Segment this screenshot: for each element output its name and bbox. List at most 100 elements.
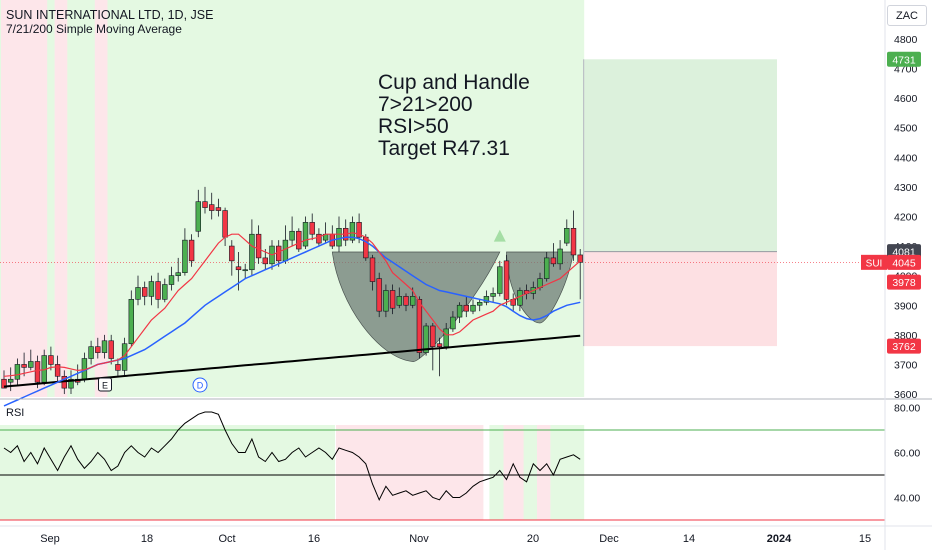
symbol-tag-label: SUI — [866, 258, 883, 269]
earnings-marker[interactable]: E — [98, 377, 112, 392]
annotation-line: Cup and Handle — [378, 71, 530, 94]
time-tick-label: 16 — [308, 533, 320, 545]
candle — [108, 340, 114, 359]
candle — [54, 364, 61, 377]
candle — [483, 296, 490, 303]
candle — [115, 364, 121, 371]
rsi-green-zone — [0, 425, 335, 520]
price-label-text: 3978 — [892, 277, 916, 289]
candle — [463, 304, 469, 312]
annotation-line: 7>21>200 — [378, 93, 473, 116]
time-tick-label: 15 — [859, 533, 871, 545]
candle — [34, 361, 41, 383]
candle — [356, 222, 362, 238]
candle — [436, 343, 443, 347]
currency-button[interactable]: ZAC — [887, 5, 927, 26]
candle — [128, 299, 134, 345]
target-zone — [584, 59, 777, 252]
position-edge — [583, 59, 585, 347]
candle — [376, 278, 382, 312]
candle — [195, 201, 201, 232]
price-label — [887, 51, 921, 67]
candle — [577, 254, 583, 263]
candle — [302, 222, 309, 247]
dividend-marker-circle — [192, 377, 208, 393]
candle — [14, 364, 21, 380]
candle — [182, 239, 188, 273]
rsi-pink-zone — [336, 425, 484, 520]
candle — [564, 227, 570, 244]
candle — [255, 233, 262, 259]
candle — [490, 293, 496, 297]
sma7-line — [3, 232, 581, 377]
stop-zone — [584, 251, 777, 347]
candle — [8, 378, 14, 383]
candle — [503, 260, 510, 300]
pink-zone — [54, 0, 68, 397]
candle — [95, 346, 101, 353]
price-tick-label: 4500 — [894, 123, 918, 135]
annotation-line: Target R47.31 — [378, 137, 510, 160]
rsi-tick-label: 60.00 — [894, 448, 920, 460]
candle — [21, 364, 27, 368]
candle — [409, 296, 416, 306]
candle — [249, 233, 255, 271]
pink-zone — [94, 0, 108, 397]
price-label — [887, 254, 921, 270]
candle — [550, 257, 557, 265]
rsi-tick-label: 40.00 — [894, 493, 920, 505]
pink-zone — [1, 0, 48, 397]
candle — [389, 290, 396, 309]
candle — [88, 346, 94, 359]
candle — [222, 210, 228, 238]
price-label-text: 3762 — [892, 341, 916, 353]
rsi-tick-label: 80.00 — [894, 403, 920, 415]
earnings-marker-label: E — [102, 381, 108, 391]
candle — [28, 361, 34, 368]
candle — [349, 222, 356, 241]
time-tick-label: Oct — [218, 533, 235, 545]
candle — [517, 290, 523, 306]
price-tick-label: 4300 — [894, 182, 918, 194]
candle — [242, 269, 248, 272]
candle — [383, 290, 389, 312]
candle — [215, 207, 222, 211]
indicator-title[interactable]: 7/21/200 Simple Moving Average — [6, 22, 182, 36]
price-tick-label: 4600 — [894, 93, 918, 105]
price-tick-label: 4200 — [894, 211, 918, 223]
candle — [209, 204, 215, 211]
candle — [570, 227, 577, 256]
rsi-pink-zone — [503, 425, 524, 520]
time-tick-label: Dec — [599, 533, 619, 545]
buy-signal-arrow — [493, 229, 506, 242]
candle — [142, 287, 148, 297]
candle — [430, 325, 436, 347]
candle — [403, 296, 409, 306]
candle — [476, 301, 483, 306]
green-zone — [0, 0, 585, 397]
candle — [229, 245, 235, 262]
candle — [155, 281, 161, 300]
candle — [235, 266, 242, 271]
candle — [175, 272, 181, 276]
candle — [275, 245, 282, 262]
earnings-marker-box — [98, 377, 112, 392]
candle — [168, 275, 175, 285]
dividend-marker[interactable]: D — [192, 377, 208, 393]
candle — [68, 378, 74, 389]
annotation-line: RSI>50 — [378, 115, 449, 138]
candle — [557, 248, 563, 265]
price-tick-label: 4800 — [894, 34, 918, 46]
candle — [188, 239, 195, 262]
candle — [336, 227, 342, 247]
symbol-title: SUN INTERNATIONAL LTD, 1D, JSE — [6, 8, 214, 22]
time-tick-label: 14 — [683, 533, 695, 545]
candle — [316, 233, 322, 244]
candle — [456, 304, 463, 318]
candle — [162, 284, 168, 300]
candle — [543, 257, 550, 279]
price-tick-label: 3600 — [894, 389, 918, 401]
candle — [48, 355, 54, 365]
